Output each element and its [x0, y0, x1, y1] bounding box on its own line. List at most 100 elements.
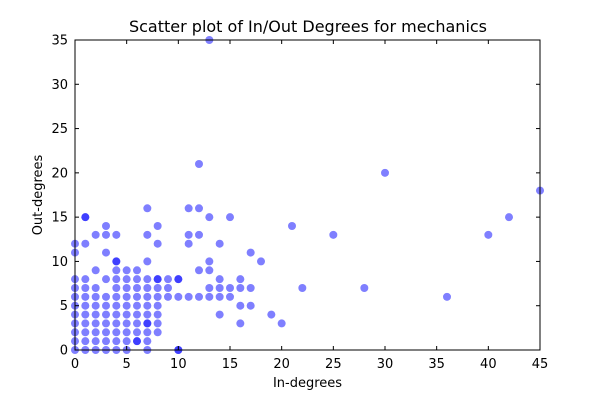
data-point	[112, 328, 121, 337]
data-point	[112, 275, 121, 284]
data-point	[133, 275, 141, 284]
y-tick-label: 20	[51, 166, 68, 181]
data-point	[174, 275, 183, 284]
data-point	[102, 230, 110, 239]
ticks-layer: 0 5 10 15 20 25 30 35 40 45 0 5 10 15 20 25 30 35	[51, 34, 548, 373]
data-point	[153, 284, 162, 292]
x-tick-label: 5	[123, 357, 131, 372]
data-point	[133, 319, 141, 328]
data-point	[164, 275, 172, 284]
data-point	[236, 301, 245, 310]
data-point	[91, 337, 100, 346]
data-point	[205, 266, 214, 275]
data-point	[205, 284, 214, 292]
data-point	[91, 284, 100, 292]
data-point	[81, 310, 90, 319]
data-point	[122, 328, 131, 337]
data-point	[133, 292, 141, 301]
data-point	[184, 292, 193, 301]
data-point	[91, 310, 100, 319]
data-point	[143, 292, 152, 301]
data-point	[143, 204, 152, 213]
data-point	[81, 292, 90, 301]
data-point	[112, 230, 121, 239]
data-point	[195, 204, 203, 213]
data-point	[246, 248, 255, 257]
y-tick-label: 15	[51, 211, 68, 226]
x-tick-label: 35	[428, 357, 445, 372]
data-point	[122, 301, 131, 310]
data-point	[133, 328, 141, 337]
points-layer	[71, 36, 544, 354]
data-point	[122, 284, 131, 292]
y-tick-label: 0	[60, 344, 68, 359]
data-point	[112, 292, 121, 301]
y-axis-label: Out-degrees	[31, 154, 46, 235]
data-point	[133, 310, 141, 319]
data-point	[102, 337, 110, 346]
data-point	[205, 292, 214, 301]
chart-title: Scatter plot of In/Out Degrees for mecha…	[129, 17, 487, 36]
data-point	[381, 168, 389, 177]
data-point	[195, 230, 203, 239]
data-point	[484, 230, 493, 239]
x-tick-label: 20	[273, 357, 290, 372]
data-point	[81, 337, 90, 346]
data-point	[102, 301, 110, 310]
data-point	[153, 319, 162, 328]
data-point	[143, 337, 152, 346]
data-point	[112, 301, 121, 310]
data-point	[112, 266, 121, 275]
data-point	[122, 337, 131, 346]
y-tick-label: 5	[60, 299, 68, 314]
data-point	[91, 266, 100, 275]
data-point	[184, 239, 193, 248]
data-point	[153, 239, 162, 248]
x-axis-label: In-degrees	[273, 376, 342, 391]
data-point	[226, 284, 234, 292]
data-point	[102, 310, 110, 319]
data-point	[236, 275, 245, 284]
data-point	[143, 257, 152, 266]
data-point	[277, 319, 286, 328]
data-point	[143, 230, 152, 239]
data-point	[112, 319, 121, 328]
data-point	[174, 292, 183, 301]
data-point	[122, 292, 131, 301]
data-point	[288, 222, 296, 230]
data-point	[267, 310, 276, 319]
data-point	[112, 310, 121, 319]
data-point	[143, 275, 152, 284]
data-point	[143, 310, 152, 319]
y-tick-label: 30	[51, 78, 68, 93]
data-point	[81, 284, 90, 292]
data-point	[153, 275, 162, 284]
data-point	[257, 257, 265, 266]
x-tick-label: 45	[532, 357, 549, 372]
data-point	[164, 292, 172, 301]
data-point	[215, 292, 224, 301]
data-point	[215, 284, 224, 292]
data-point	[112, 337, 121, 346]
data-point	[246, 301, 255, 310]
data-point	[91, 328, 100, 337]
data-point	[153, 301, 162, 310]
data-point	[143, 284, 152, 292]
data-point	[81, 213, 90, 222]
data-point	[215, 310, 224, 319]
data-point	[195, 266, 203, 275]
data-point	[153, 292, 162, 301]
data-point	[133, 284, 141, 292]
x-tick-label: 15	[222, 357, 239, 372]
data-point	[443, 292, 451, 301]
data-point	[102, 319, 110, 328]
data-point	[226, 213, 234, 222]
data-point	[143, 319, 152, 328]
x-tick-label: 0	[71, 357, 79, 372]
data-point	[112, 284, 121, 292]
data-point	[102, 248, 110, 257]
data-point	[122, 275, 131, 284]
data-point	[246, 284, 255, 292]
data-point	[102, 222, 110, 230]
data-point	[164, 284, 172, 292]
